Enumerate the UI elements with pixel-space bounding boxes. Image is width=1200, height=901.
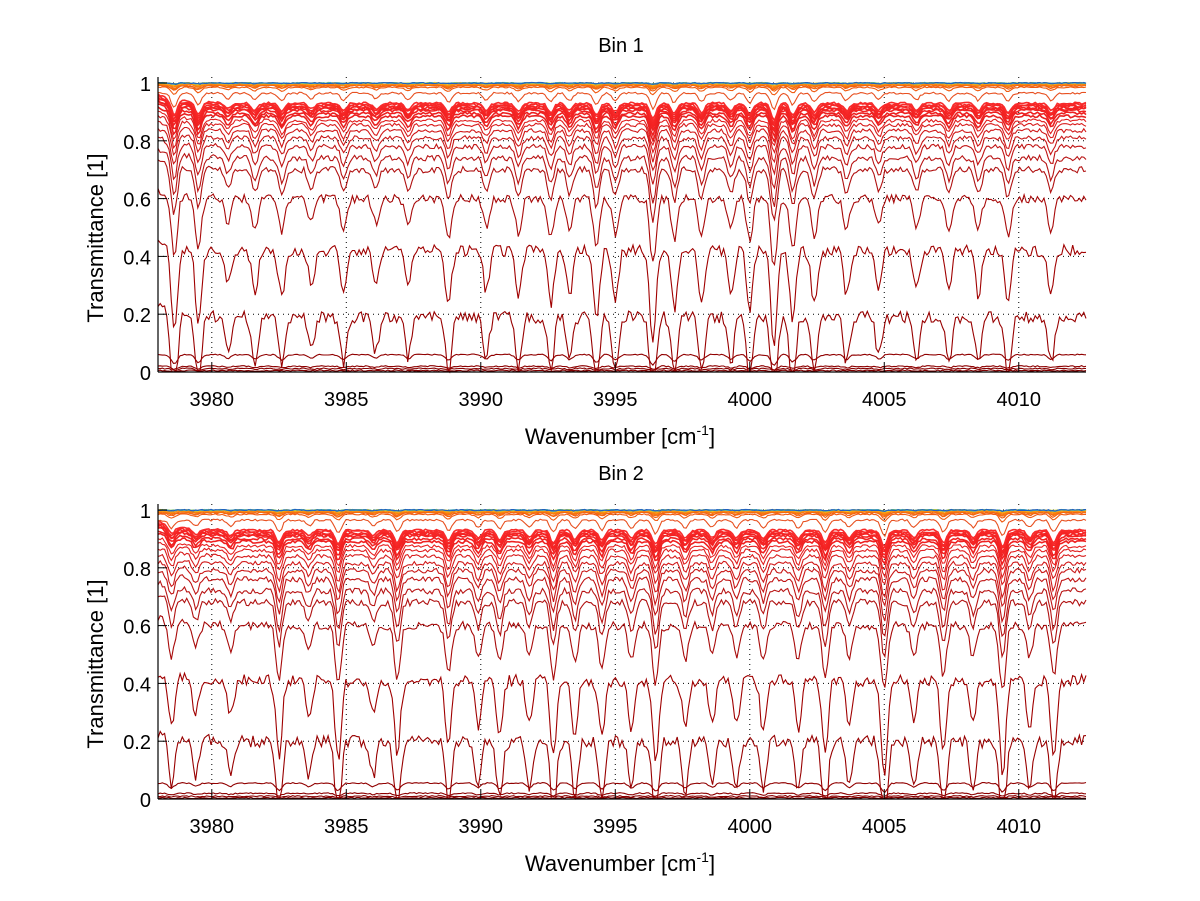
y-axis-label-bin-1: Transmittance [1] xyxy=(83,153,108,322)
y-tick-label: 0.6 xyxy=(123,617,151,639)
y-tick-label: 0.4 xyxy=(123,247,151,269)
spectrum-series-15 xyxy=(157,110,1087,147)
x-tick-label: 3995 xyxy=(593,389,638,411)
axis-lines-bin-2 xyxy=(157,504,1086,800)
spectrum-series-14 xyxy=(157,548,1087,586)
y-tick-label: 0.8 xyxy=(123,559,151,581)
x-tick-label: 4010 xyxy=(997,816,1042,838)
spectrum-series-23 xyxy=(157,93,1087,123)
spectrum-series-15 xyxy=(157,541,1087,580)
spectrum-series-2 xyxy=(157,796,1087,800)
spectrum-series-16 xyxy=(157,537,1087,571)
x-tick-label: 4000 xyxy=(728,389,773,411)
spectrum-series-11 xyxy=(157,570,1087,624)
x-tick-label: 3990 xyxy=(459,816,504,838)
spectrum-series-17 xyxy=(157,532,1087,567)
y-tick-label: 0.8 xyxy=(123,132,151,154)
spectrum-series-13 xyxy=(157,120,1087,164)
spectrum-series-40 xyxy=(157,508,1087,512)
spectrum-series-11 xyxy=(157,136,1087,190)
x-tick-labels-bin-1: 3980 3985 3990 3995 4000 4005 4010 xyxy=(190,389,1041,411)
y-tick-labels-bin-1: 0 0.2 0.4 0.6 0.8 1 xyxy=(123,74,151,385)
y-tick-label: 0.2 xyxy=(123,732,151,754)
axis-lines-bin-1 xyxy=(157,77,1086,373)
spectrum-series-3 xyxy=(157,367,1086,372)
spectrum-series-23 xyxy=(157,520,1087,549)
y-tick-label: 0.6 xyxy=(123,190,151,212)
x-tick-label: 4005 xyxy=(862,816,907,838)
x-tick-label: 3980 xyxy=(190,816,235,838)
spectrum-series-8 xyxy=(157,614,1087,689)
series-group-bin-1 xyxy=(157,81,1087,374)
spectrum-series-9 xyxy=(157,595,1087,659)
x-tick-label: 3985 xyxy=(324,389,369,411)
spectrum-series-2 xyxy=(157,369,1087,373)
spectrum-series-9 xyxy=(157,159,1087,223)
spectrum-series-17 xyxy=(157,103,1087,139)
x-axis-label-bin-1: Wavenumber [cm-1] xyxy=(525,422,715,449)
x-tick-labels-bin-2: 3980 3985 3990 3995 4000 4005 4010 xyxy=(190,816,1041,838)
y-tick-label: 0 xyxy=(140,363,151,385)
spectrum-series-25 xyxy=(157,86,1087,96)
y-tick-label: 1 xyxy=(140,501,151,523)
spectrum-series-6 xyxy=(157,302,1087,374)
axes-bin-2: Bin 2 3980 3985 3990 3995 4000 4005 4010 00.20… xyxy=(83,463,1087,876)
x-tick-label: 3995 xyxy=(593,816,638,838)
y-axis-label-bin-2: Transmittance [1] xyxy=(83,579,108,748)
x-axis-label-bin-2: Wavenumber [cm-1] xyxy=(525,849,715,876)
y-tick-labels-bin-2: 0 0.2 0.4 0.6 0.8 1 xyxy=(123,501,151,812)
y-tick-label: 0 xyxy=(140,790,151,812)
y-tick-label: 0.2 xyxy=(123,305,151,327)
spectrum-series-16 xyxy=(157,106,1087,144)
x-tick-label: 4005 xyxy=(862,389,907,411)
spectrum-series-5 xyxy=(157,781,1087,793)
series-group-bin-2 xyxy=(157,508,1087,801)
x-tick-label: 4010 xyxy=(997,389,1042,411)
y-tick-label: 0.4 xyxy=(123,674,151,696)
chart-title-bin-1: Bin 1 xyxy=(598,35,644,57)
spectrum-series-13 xyxy=(157,553,1087,600)
spectrum-series-18 xyxy=(157,530,1087,561)
spectrum-series-7 xyxy=(157,239,1087,346)
x-tick-label: 3990 xyxy=(459,389,504,411)
grid-bin-2 xyxy=(158,504,1086,800)
spectrum-series-3 xyxy=(157,794,1087,799)
spectrum-series-10 xyxy=(157,148,1087,207)
spectrum-series-6 xyxy=(157,730,1087,801)
spectrum-series-25 xyxy=(157,513,1086,523)
spectrum-series-10 xyxy=(157,579,1087,638)
spectrum-series-14 xyxy=(157,115,1087,154)
spectrum-series-24 xyxy=(157,518,1087,538)
x-tick-label: 3985 xyxy=(324,816,369,838)
spectrum-series-12 xyxy=(157,128,1087,176)
spectrum-series-24 xyxy=(157,91,1087,111)
spectrum-series-5 xyxy=(157,353,1087,366)
x-tick-label: 3980 xyxy=(190,389,235,411)
spectrum-series-4 xyxy=(157,792,1087,797)
spectrum-series-12 xyxy=(157,559,1087,608)
y-tick-label: 1 xyxy=(140,74,151,96)
x-tick-label: 4000 xyxy=(728,816,773,838)
spectrum-series-40 xyxy=(157,81,1087,86)
spectrum-series-26 xyxy=(157,84,1086,92)
chart-title-bin-2: Bin 2 xyxy=(598,463,644,485)
spectrum-series-7 xyxy=(157,671,1087,776)
spectrum-series-8 xyxy=(157,188,1087,267)
spectrum-series-4 xyxy=(157,364,1087,371)
axes-bin-1: Bin 1 3980 3985 3990 3995 4000 4005 4010 00.20… xyxy=(83,35,1087,449)
